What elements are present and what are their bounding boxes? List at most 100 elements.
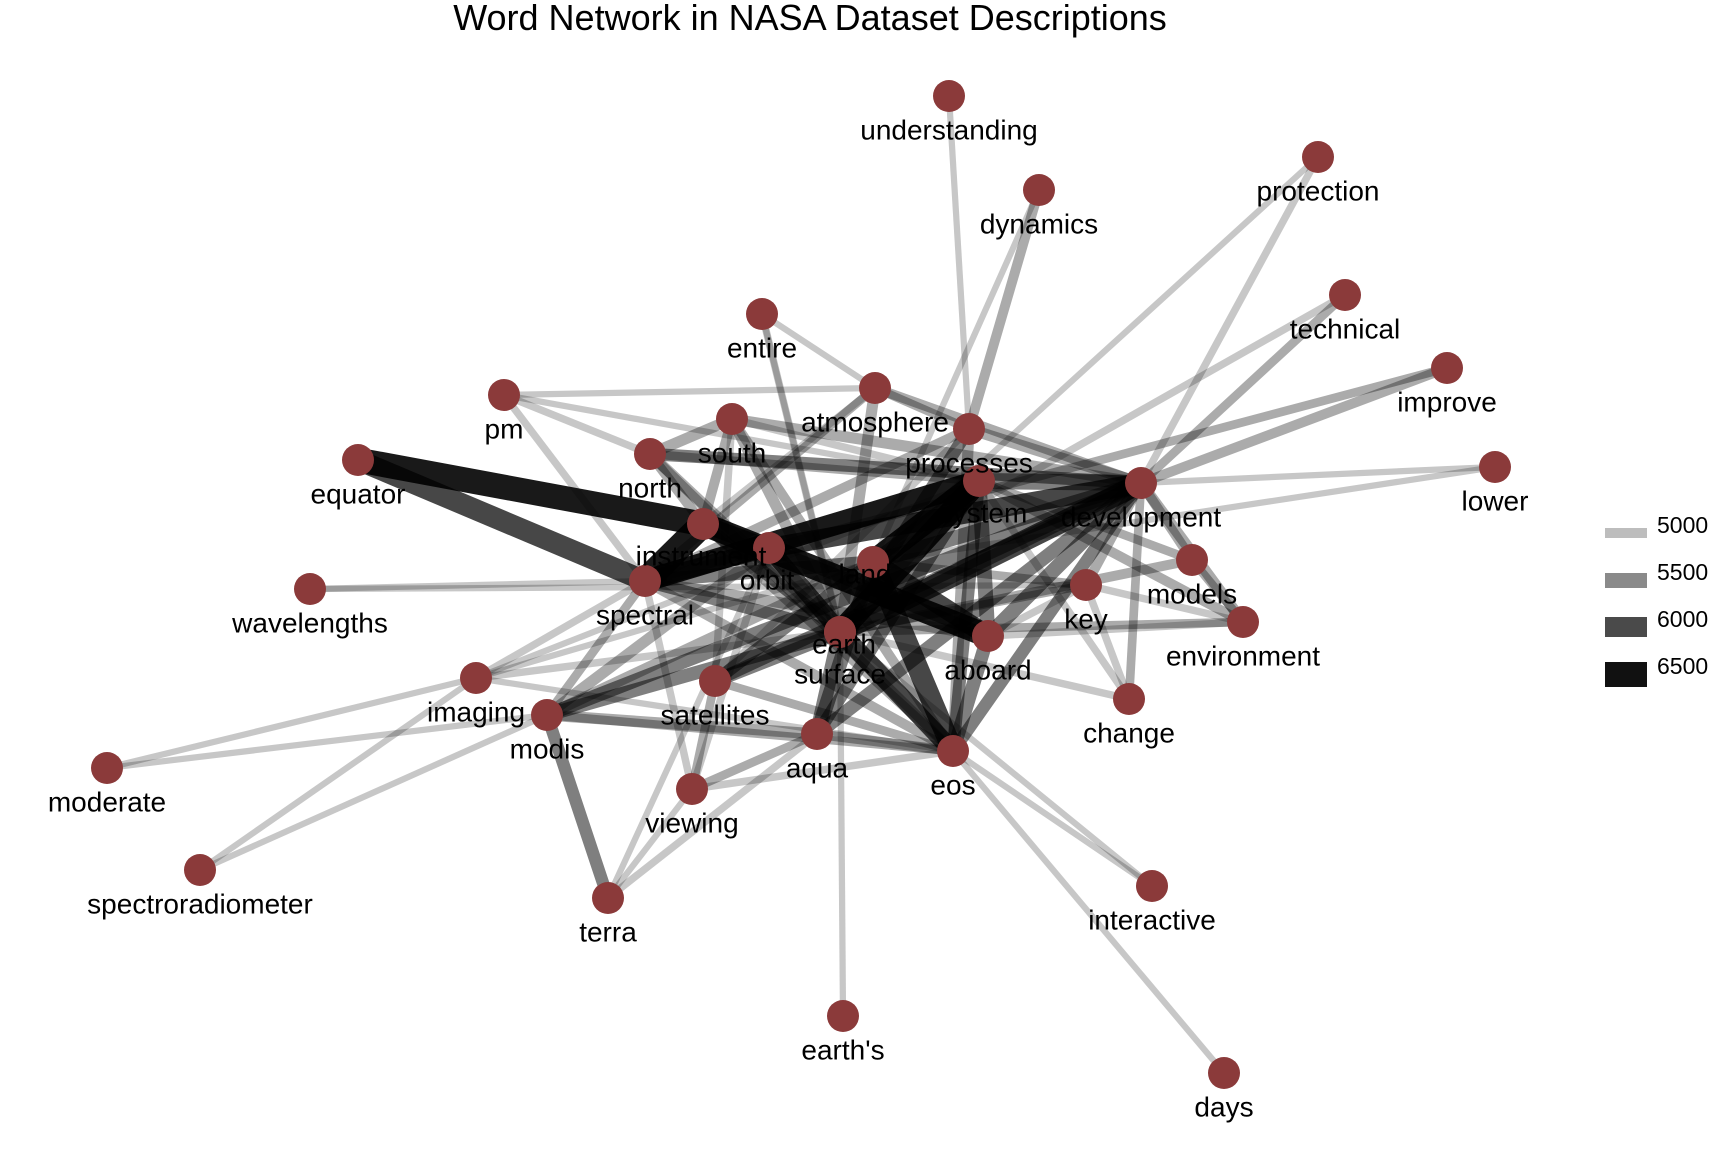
node-pm [488, 379, 520, 411]
node-terra [592, 882, 624, 914]
edge-imaging-spectral [474, 577, 647, 682]
edge-pm-north [502, 391, 652, 458]
legend-item-6500: 6500 [1605, 647, 1715, 694]
node-viewing [676, 773, 708, 805]
edge-development-processes [967, 423, 1143, 489]
node-label-equator: equator [311, 478, 406, 509]
edge-instrument-aboard [698, 513, 993, 647]
node-surface [824, 616, 856, 648]
nodes-layer [91, 80, 1511, 1089]
edge-modis-aqua [546, 709, 818, 740]
node-interactive [1136, 870, 1168, 902]
node-protection [1302, 141, 1334, 173]
edge-modis-terra [541, 713, 614, 900]
edge-modis-eos [546, 710, 954, 756]
node-improve [1431, 352, 1463, 384]
edge-moderate-modis [106, 711, 548, 772]
node-development [1125, 467, 1157, 499]
legend-label-5000: 5000 [1657, 512, 1709, 538]
node-label-spectroradiometer: spectroradiometer [87, 888, 313, 919]
node-wavelengths [294, 573, 326, 605]
node-eos [937, 735, 969, 767]
node-label-lower: lower [1462, 485, 1529, 516]
edge-wavelengths-spectral [309, 577, 646, 593]
node-label-change: change [1083, 717, 1175, 748]
word-network-graph: understanding dynamics protection technical… [48, 80, 1529, 1122]
node-spectroradiometer [184, 854, 216, 886]
node-south [716, 403, 748, 435]
node-entire [746, 298, 778, 330]
node-label-entire: entire [727, 332, 797, 363]
edge-entire-atmosphere [760, 311, 877, 391]
legend-label-6500: 6500 [1657, 653, 1709, 679]
node-instrument [687, 508, 719, 540]
node-aboard [972, 620, 1004, 652]
legend-item-5000: 5000 [1605, 506, 1715, 553]
edge-imaging-eos [475, 674, 954, 755]
node-label-south: south [698, 437, 767, 468]
edge-dynamics-processes [964, 188, 1044, 431]
node-label-system: system [939, 497, 1028, 528]
node-label-technical: technical [1290, 313, 1401, 344]
edge-key-change [1082, 583, 1133, 701]
edge-development-south [731, 413, 1142, 489]
node-label-eos: eos [930, 769, 975, 800]
node-label-days: days [1194, 1091, 1253, 1122]
node-label-key: key [1064, 603, 1108, 634]
edge-aqua-eos [816, 729, 954, 756]
legend-label-6000: 6000 [1657, 606, 1709, 632]
edge-land-system [865, 471, 987, 572]
edge-equator-instrument [355, 447, 706, 537]
node-system [963, 465, 995, 497]
legend-swatch-6000 [1605, 617, 1647, 637]
edge-understanding-processes [945, 95, 973, 430]
page-title: Word Network in NASA Dataset Description… [453, 0, 1167, 38]
node-label-development: development [1061, 501, 1222, 532]
node-label-land: land [839, 558, 892, 589]
labels-layer: understanding dynamics protection technical… [48, 114, 1529, 1122]
node-label-interactive: interactive [1088, 904, 1216, 935]
node-technical [1329, 279, 1361, 311]
node-models [1176, 544, 1208, 576]
node-satellites [699, 665, 731, 697]
node-days [1208, 1057, 1240, 1089]
node-north [634, 438, 666, 470]
node-earths [827, 1000, 859, 1032]
node-moderate [91, 752, 123, 784]
node-imaging [460, 662, 492, 694]
node-label-aboard: aboard [944, 654, 1031, 685]
edge-eos-viewing [691, 747, 954, 793]
node-understanding [933, 80, 965, 112]
node-label-improve: improve [1397, 386, 1497, 417]
edge-eos-interactive [951, 748, 1154, 889]
node-label-instrument: instrument [636, 540, 767, 571]
node-label-spectral: spectral [596, 599, 694, 630]
node-label-surface: surface [794, 658, 886, 689]
edge-modis-spectral [543, 578, 649, 718]
node-label-earth: earth [812, 628, 876, 659]
edge-key-environment [1085, 581, 1244, 626]
node-label-north: north [618, 472, 682, 503]
edge-development-improve [1139, 363, 1449, 488]
edge-moderate-imaging [106, 674, 477, 772]
edge-satellites-viewing [687, 680, 720, 790]
legend-swatch-5000 [1605, 528, 1647, 538]
node-environment [1227, 606, 1259, 638]
node-processes [953, 413, 985, 445]
node-modis [531, 699, 563, 731]
node-label-orbit: orbit [740, 564, 795, 595]
node-label-atmosphere: atmosphere [801, 406, 949, 437]
node-label-pm: pm [485, 413, 524, 444]
legend: 5000 5500 6000 6500 [1605, 506, 1715, 694]
node-label-understanding: understanding [860, 114, 1037, 145]
edge-pm-atmosphere [503, 384, 876, 399]
legend-swatch-5500 [1605, 572, 1647, 588]
node-label-earths: earth's [801, 1034, 884, 1065]
edge-satellites-earth [712, 625, 843, 688]
edge-development-technical [1138, 291, 1348, 487]
node-label-models: models [1147, 578, 1237, 609]
node-change [1113, 683, 1145, 715]
edge-atmosphere-processes [873, 384, 971, 433]
edge-viewing-terra [605, 787, 695, 900]
node-label-aqua: aqua [786, 752, 849, 783]
